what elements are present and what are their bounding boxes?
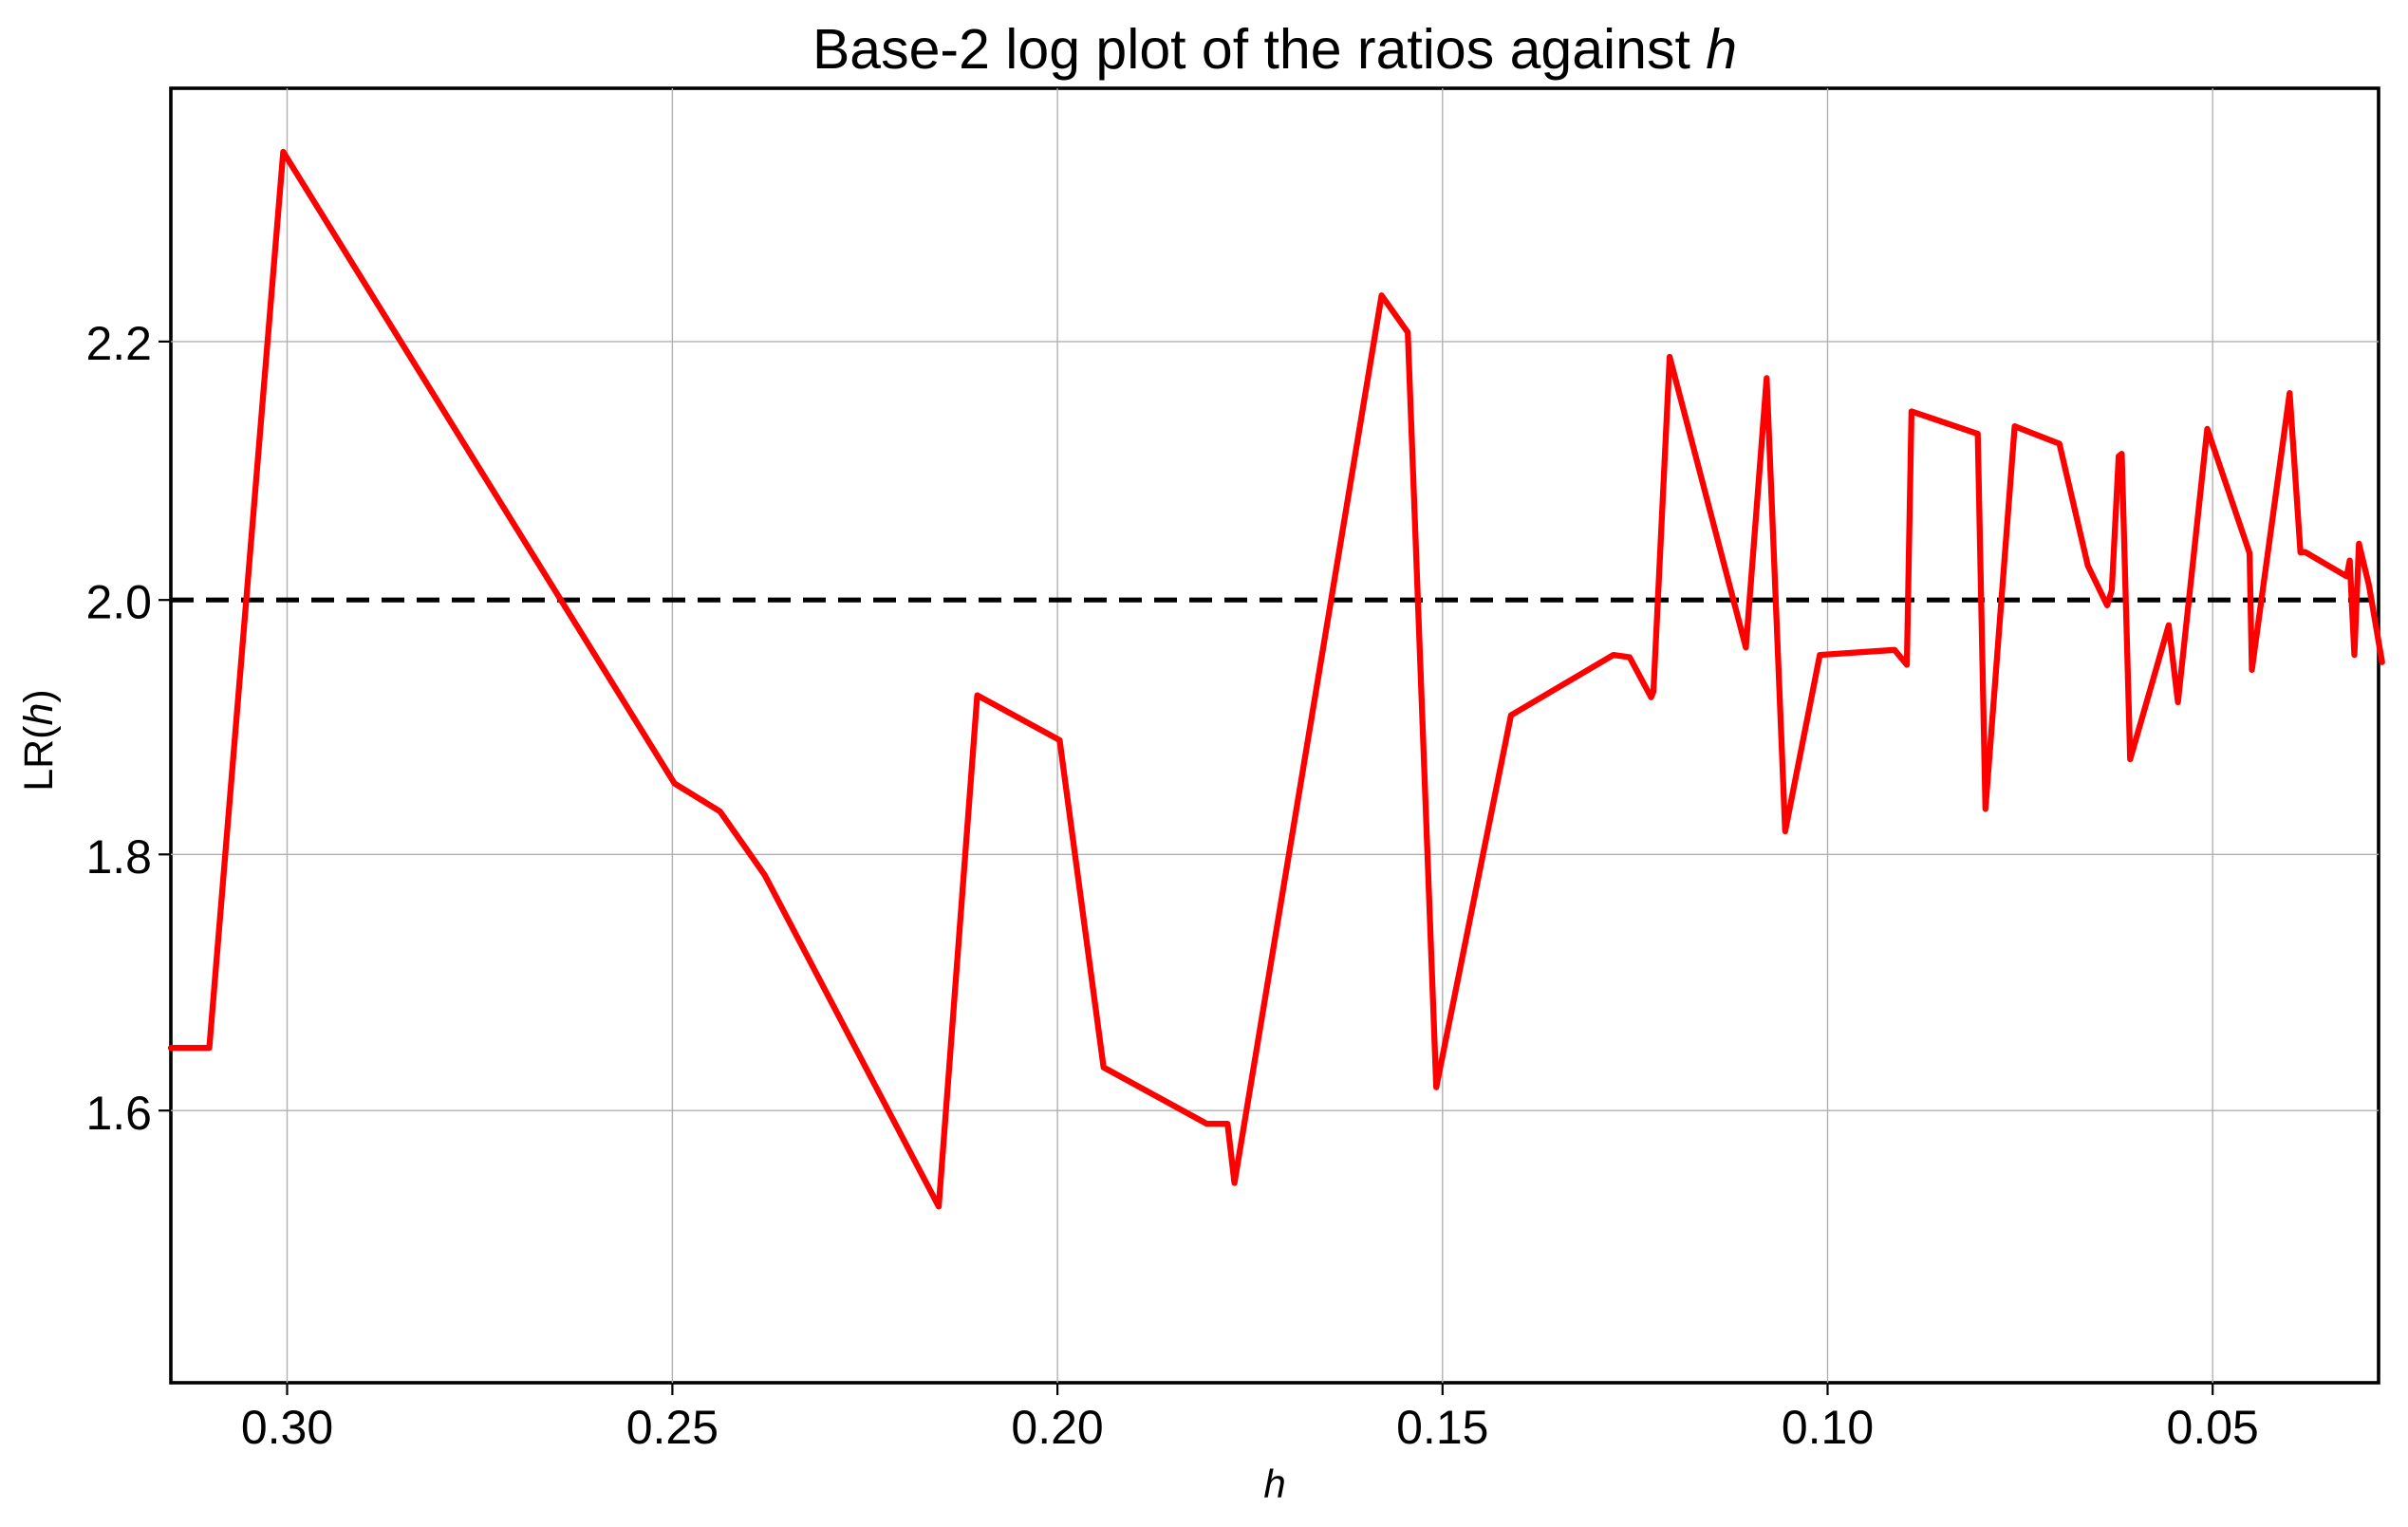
- svg-text:2.0: 2.0: [85, 576, 152, 629]
- svg-text:0.15: 0.15: [1396, 1401, 1488, 1454]
- svg-text:1.8: 1.8: [85, 830, 152, 884]
- svg-text:0.30: 0.30: [241, 1401, 333, 1454]
- svg-text:0.10: 0.10: [1782, 1401, 1874, 1454]
- svg-text:2.2: 2.2: [85, 317, 152, 370]
- svg-text:0.05: 0.05: [2167, 1401, 2259, 1454]
- svg-text:0.20: 0.20: [1011, 1401, 1103, 1454]
- svg-text:LR(h): LR(h): [16, 689, 62, 791]
- svg-text:Base-2 log plot of the ratios: Base-2 log plot of the ratios against h: [812, 18, 1737, 81]
- svg-text:h: h: [1263, 1462, 1285, 1506]
- svg-text:1.6: 1.6: [85, 1087, 152, 1140]
- svg-text:0.25: 0.25: [626, 1401, 719, 1454]
